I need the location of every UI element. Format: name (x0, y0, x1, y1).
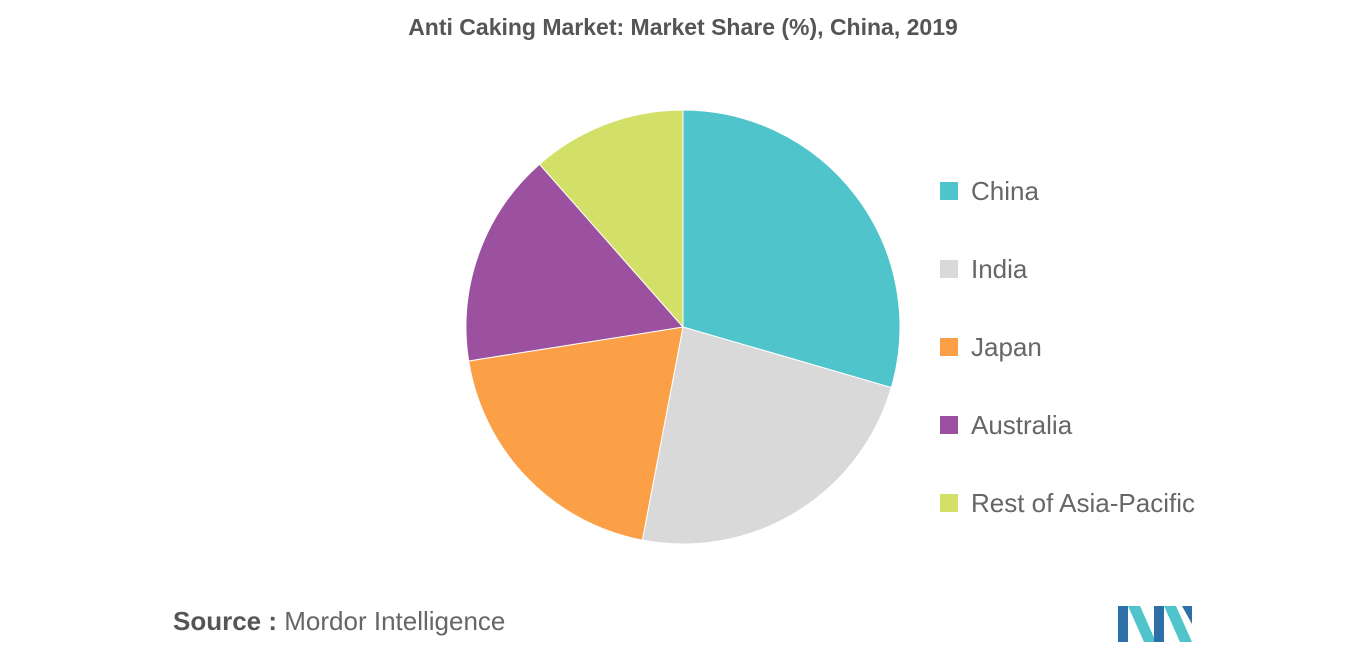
chart-title: Anti Caking Market: Market Share (%), Ch… (408, 14, 958, 40)
legend-item-india: India (940, 230, 1195, 308)
pie-slice-china (682, 109, 901, 389)
pie-slice-australia (465, 163, 684, 362)
legend-item-rest-of-asia-pacific: Rest of Asia-Pacific (940, 464, 1195, 542)
source-name: Mordor Intelligence (284, 606, 506, 636)
legend-swatch-rest-of-asia-pacific (940, 494, 958, 512)
legend-item-australia: Australia (940, 386, 1195, 464)
pie-slice-rest-of-asia-pacific (538, 109, 684, 329)
source-note: Source : Mordor Intelligence (173, 606, 505, 637)
pie-slice-japan (468, 326, 684, 541)
legend-label-australia: Australia (971, 409, 1073, 440)
legend-label-china: China (971, 175, 1039, 206)
pie-slices (465, 109, 901, 545)
legend-item-japan: Japan (940, 308, 1195, 386)
legend-swatch-china (940, 182, 958, 200)
legend-label-japan: Japan (971, 331, 1042, 362)
mordor-intelligence-logo-icon (1118, 606, 1192, 642)
legend-label-india: India (971, 253, 1028, 284)
legend-swatch-india (940, 260, 958, 278)
source-prefix: Source : (173, 606, 278, 636)
legend-swatch-australia (940, 416, 958, 434)
legend-label-rest-of-asia-pacific: Rest of Asia-Pacific (971, 487, 1195, 518)
chart-legend: China India Japan Australia Rest of Asia… (940, 152, 1195, 542)
legend-item-china: China (940, 152, 1195, 230)
legend-swatch-japan (940, 338, 958, 356)
pie-slice-india (641, 326, 892, 545)
